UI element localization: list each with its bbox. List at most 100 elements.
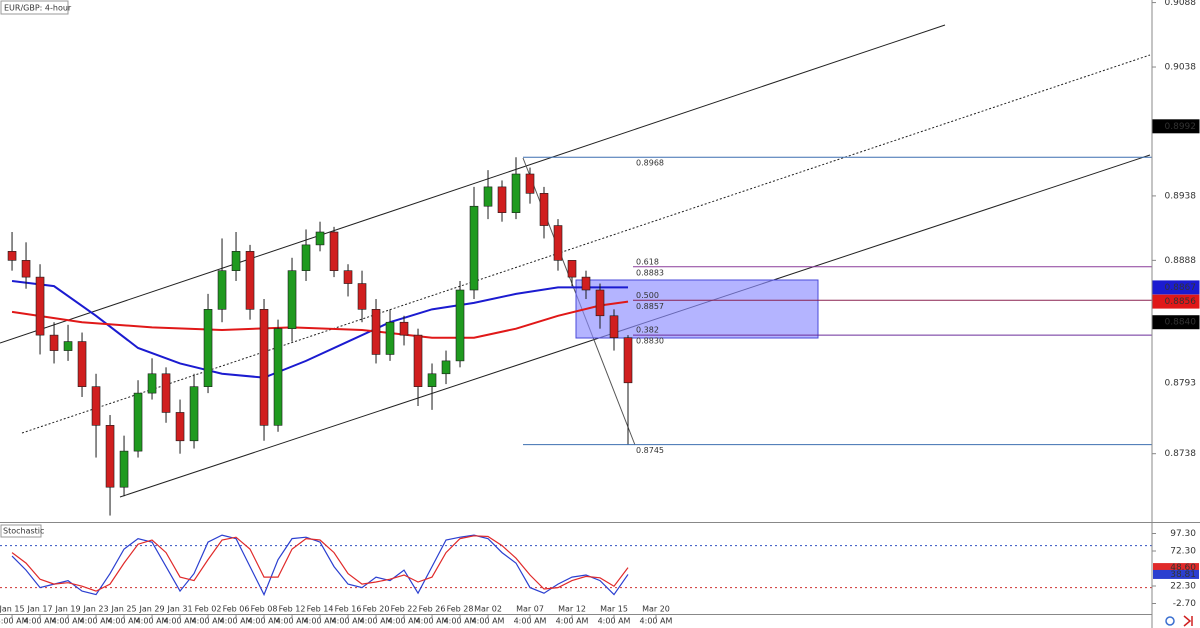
scroll-icon[interactable] <box>1183 615 1193 627</box>
x-tick-time: 4:00 AM <box>80 617 113 626</box>
candle-body <box>581 276 591 291</box>
fib-price: 0.8857 <box>636 302 664 311</box>
candle-body <box>455 289 465 362</box>
x-tick-label: Mar 12 <box>558 605 586 614</box>
y-tick-label: 0.9038 <box>1165 63 1197 73</box>
x-tick-label: Jan 15 <box>0 605 25 614</box>
moving-average <box>11 279 629 379</box>
price-tag <box>1152 280 1200 295</box>
candle-body <box>343 270 353 284</box>
candle-body <box>595 289 605 317</box>
stochastic-line <box>11 534 629 597</box>
candle-body <box>371 309 381 355</box>
price-tag <box>1152 119 1200 134</box>
fib-price: 0.8968 <box>636 159 664 168</box>
x-tick-time: 4:00 AM <box>108 617 141 626</box>
title-box <box>0 0 69 15</box>
x-tick-label: Feb 02 <box>195 605 222 614</box>
x-tick-label: Feb 16 <box>335 605 362 614</box>
sync-icon[interactable] <box>1165 616 1175 626</box>
fib-ratio: 0.618 <box>636 257 659 266</box>
y-tick-label: 22.30 <box>1170 582 1196 592</box>
x-tick-label: Feb 22 <box>391 605 418 614</box>
candle-body <box>259 309 269 426</box>
y-tick-label: -2.70 <box>1173 599 1197 609</box>
candle-body <box>231 251 241 271</box>
candle-body <box>511 173 521 213</box>
candle-body <box>63 341 73 351</box>
channel-upper <box>0 24 946 344</box>
x-tick-label: Feb 20 <box>363 605 390 614</box>
x-tick-label: Mar 07 <box>516 605 544 614</box>
candle-body <box>119 450 129 488</box>
fib-price: 0.8883 <box>636 268 664 277</box>
candle-body <box>287 270 297 329</box>
candle-body <box>315 231 325 246</box>
x-tick-time: 4:00 AM <box>304 617 337 626</box>
candle-body <box>623 337 633 384</box>
y-tick-label: 0.8738 <box>1165 449 1197 459</box>
x-tick-time: 4:00 AM <box>52 617 85 626</box>
candle-body <box>483 186 493 207</box>
x-tick-label: Mar 15 <box>600 605 628 614</box>
candle-body <box>609 315 619 338</box>
x-tick-label: Feb 12 <box>279 605 306 614</box>
candle-body <box>567 260 577 278</box>
candle-body <box>91 386 101 426</box>
x-tick-label: Feb 14 <box>307 605 334 614</box>
price-tag-label: 0.8992 <box>1165 122 1197 132</box>
candle-body <box>413 334 423 387</box>
candle-body <box>273 328 283 426</box>
x-tick-time: 4:00 AM <box>220 617 253 626</box>
x-tick-label: Mar 20 <box>642 605 670 614</box>
candle-body <box>329 231 339 271</box>
chart-title: EUR/GBP: 4-hour <box>4 4 72 13</box>
value-tag <box>1153 569 1199 579</box>
candle-body <box>133 392 143 452</box>
candle-body <box>175 412 185 442</box>
x-tick-label: Jan 25 <box>111 605 137 614</box>
candle-body <box>49 334 59 351</box>
candle-body <box>427 373 437 387</box>
candle-body <box>21 260 31 278</box>
x-tick-label: Jan 19 <box>55 605 81 614</box>
price-tag-label: 0.8793 <box>1165 378 1197 388</box>
x-tick-time: 4:00 AM <box>598 617 631 626</box>
y-tick-label: 0.8938 <box>1165 191 1197 201</box>
indicator-box <box>0 524 42 538</box>
x-tick-label: Jan 29 <box>139 605 165 614</box>
price-tag <box>1152 315 1200 330</box>
fib-ratio: 0.500 <box>636 291 659 300</box>
candle-body <box>469 205 479 291</box>
y-tick-label: 72.30 <box>1170 547 1196 557</box>
x-tick-time: 4:00 AM <box>24 617 57 626</box>
fib-ratio: 0.382 <box>636 326 659 335</box>
value-tag-label: 38.81 <box>1170 570 1196 580</box>
candle-body <box>203 309 213 387</box>
x-tick-time: 4:00 AM <box>444 617 477 626</box>
candle-body <box>189 386 199 442</box>
candle-body <box>525 173 535 194</box>
x-tick-time: 4:00 AM <box>556 617 589 626</box>
x-tick-label: Jan 17 <box>27 605 53 614</box>
fib-price: 0.8745 <box>636 446 664 455</box>
x-tick-time: 4:00 AM <box>332 617 365 626</box>
candle-body <box>357 283 367 310</box>
x-tick-time: 4:00 AM <box>514 617 547 626</box>
price-tag <box>1152 294 1200 309</box>
x-tick-time: 4:00 AM <box>136 617 169 626</box>
candle-body <box>105 425 115 488</box>
x-tick-label: Jan 23 <box>83 605 109 614</box>
candle-body <box>161 373 171 413</box>
price-tag <box>1152 375 1200 390</box>
x-tick-time: 4:00 AM <box>276 617 309 626</box>
value-tag-label: 48.60 <box>1170 563 1196 573</box>
candle-body <box>553 225 563 261</box>
moving-average <box>11 300 629 339</box>
candle-body <box>497 186 507 213</box>
y-tick-label: 97.30 <box>1170 529 1196 539</box>
x-tick-label: Feb 06 <box>223 605 250 614</box>
